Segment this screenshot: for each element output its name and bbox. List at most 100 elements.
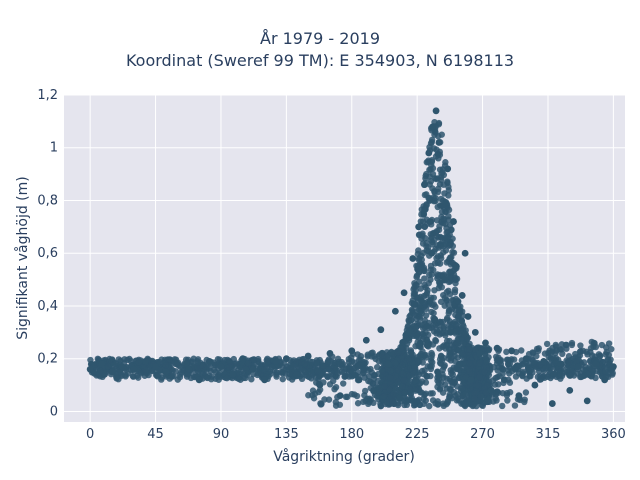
x-axis-label: Vågriktning (grader) (273, 448, 415, 465)
cloud-point (410, 292, 418, 300)
y-axis-label: Signifikant våghöjd (m) (14, 176, 31, 339)
data-points (86, 107, 617, 410)
cloud-point (412, 287, 419, 294)
cloud-point (435, 119, 443, 127)
cloud-point (443, 202, 451, 210)
cloud-point (470, 401, 477, 409)
data-point (418, 297, 425, 305)
cloud-point (379, 368, 386, 375)
data-point (377, 326, 385, 334)
cloud-point (415, 334, 422, 341)
x-axis-ticks: 0 45 90 135 180 225 270 315 360 (86, 427, 626, 442)
cloud-point (206, 364, 213, 372)
cloud-point (458, 317, 465, 325)
data-point (272, 357, 280, 365)
cloud-point (459, 385, 466, 392)
cloud-point (453, 397, 461, 404)
cloud-point (344, 393, 351, 401)
cloud-point (409, 307, 416, 315)
cloud-point (499, 402, 506, 410)
cloud-point (556, 370, 563, 378)
cloud-point (450, 364, 458, 371)
cloud-point (453, 321, 460, 329)
cloud-point (314, 367, 322, 375)
data-point (500, 376, 508, 384)
cloud-point (383, 399, 390, 406)
cloud-point (436, 166, 444, 173)
cloud-point (362, 397, 369, 405)
cloud-point (226, 363, 233, 371)
cloud-point (334, 355, 342, 363)
cloud-point (421, 207, 428, 214)
cloud-point (351, 391, 358, 398)
data-point (415, 223, 423, 231)
data-point (464, 313, 472, 320)
cloud-point (428, 362, 435, 370)
cloud-point (394, 378, 402, 386)
data-point (326, 350, 334, 357)
cloud-point (609, 369, 616, 377)
cloud-point (443, 297, 450, 304)
cloud-point (471, 395, 478, 402)
cloud-point (427, 230, 434, 238)
cloud-point (455, 312, 462, 320)
cloud-point (521, 396, 528, 403)
cloud-point (434, 401, 442, 408)
cloud-point (406, 386, 414, 393)
chart-title-line-1: År 1979 - 2019 (260, 29, 380, 48)
cloud-point (434, 377, 441, 384)
cloud-point (449, 381, 456, 389)
data-point (370, 386, 377, 394)
cloud-point (476, 359, 484, 367)
data-point (601, 376, 609, 384)
data-point (195, 376, 203, 384)
cloud-point (506, 389, 514, 396)
cloud-point (577, 342, 584, 349)
data-point (86, 365, 94, 373)
cloud-point (541, 350, 549, 357)
cloud-point (392, 359, 399, 367)
data-point (316, 381, 324, 389)
cloud-point (419, 230, 426, 237)
chart-title-line-2: Koordinat (Sweref 99 TM): E 354903, N 61… (125, 51, 515, 70)
data-point (355, 376, 363, 384)
x-tick-label: 180 (339, 427, 364, 442)
cloud-point (440, 181, 447, 188)
cloud-point (301, 368, 309, 375)
y-axis-ticks: 0 0,2 0,4 0,6 0,8 1 1,2 (37, 88, 58, 419)
cloud-point (390, 400, 398, 407)
cloud-point (438, 243, 445, 250)
y-tick-label: 0,4 (37, 299, 58, 314)
data-point (118, 363, 126, 371)
cloud-point (332, 365, 339, 372)
data-point (336, 392, 344, 400)
cloud-point (593, 367, 600, 375)
cloud-point (428, 138, 435, 146)
cloud-point (411, 364, 418, 371)
data-point (476, 350, 484, 357)
cloud-point (390, 390, 397, 398)
cloud-point (373, 363, 381, 371)
data-point (453, 263, 460, 270)
cloud-point (441, 302, 448, 309)
cloud-point (381, 382, 388, 390)
y-tick-label: 0 (50, 404, 58, 419)
cloud-point (479, 402, 486, 410)
cloud-point (444, 228, 451, 235)
data-point (185, 365, 193, 373)
cloud-point (326, 373, 333, 380)
cloud-point (288, 376, 296, 383)
cloud-point (442, 159, 449, 166)
data-point (515, 392, 523, 400)
cloud-point (433, 254, 440, 262)
cloud-point (557, 375, 564, 382)
cloud-point (451, 286, 459, 294)
cloud-point (439, 366, 446, 374)
cloud-point (533, 352, 540, 360)
data-point (531, 381, 539, 389)
cloud-point (535, 345, 542, 352)
cloud-point (584, 370, 592, 378)
cloud-point (398, 345, 405, 352)
data-point (461, 249, 469, 257)
x-tick-label: 225 (405, 427, 430, 442)
